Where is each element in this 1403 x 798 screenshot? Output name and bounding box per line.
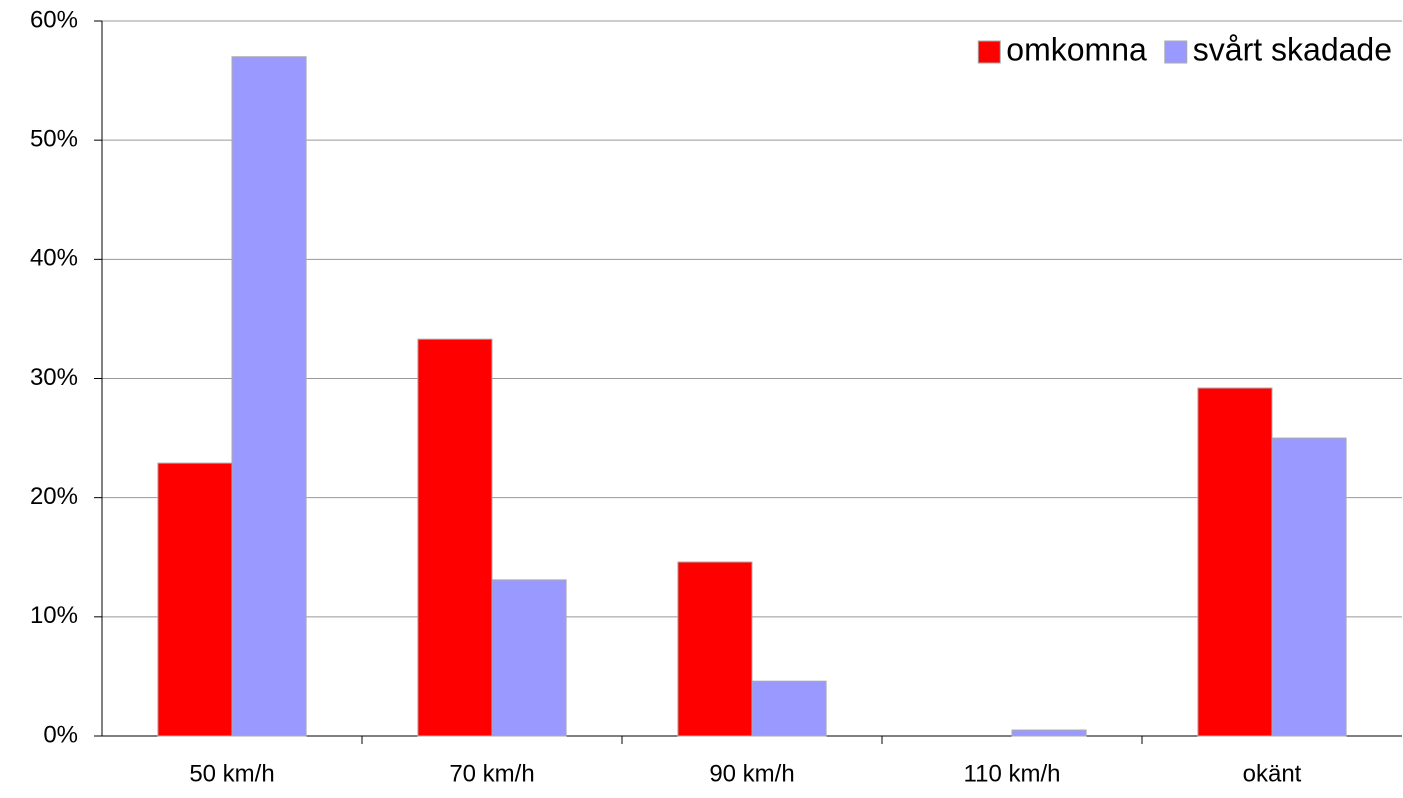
legend-label: svårt skadade	[1193, 31, 1392, 67]
bar	[751, 680, 827, 737]
legend-swatch	[977, 40, 1001, 64]
x-tick-label: 70 km/h	[449, 760, 534, 787]
y-tick-label: 0%	[43, 721, 78, 748]
y-tick-label: 40%	[30, 245, 78, 272]
bar	[1271, 437, 1347, 737]
y-tick-label: 50%	[30, 126, 78, 153]
x-tick-label: 50 km/h	[189, 760, 274, 787]
bar	[157, 462, 233, 737]
x-tick-label: 90 km/h	[709, 760, 794, 787]
bar	[677, 561, 753, 737]
bar	[1011, 729, 1087, 737]
bar	[231, 56, 307, 737]
x-tick-label: 110 km/h	[964, 760, 1061, 787]
bar	[491, 579, 567, 737]
bar	[1197, 387, 1273, 737]
legend-label: omkomna	[1006, 31, 1147, 67]
bar	[417, 338, 493, 737]
y-tick-label: 60%	[30, 6, 78, 33]
y-tick-label: 10%	[30, 602, 78, 629]
x-tick-label: okänt	[1243, 760, 1302, 787]
y-tick-label: 30%	[30, 364, 78, 391]
legend-swatch	[1164, 40, 1188, 64]
y-tick-label: 20%	[30, 483, 78, 510]
